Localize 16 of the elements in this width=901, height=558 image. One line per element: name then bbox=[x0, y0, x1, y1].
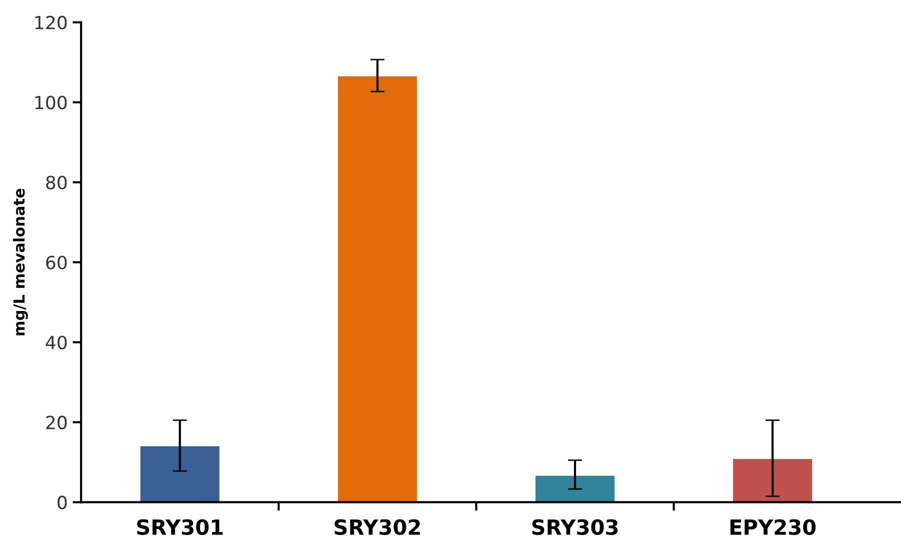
y-tick-label: 0 bbox=[58, 496, 67, 510]
y-tick-label: 120 bbox=[35, 16, 67, 30]
bar bbox=[140, 446, 220, 502]
y-tick-label: 20 bbox=[46, 416, 67, 430]
bar bbox=[536, 476, 615, 502]
y-tick-label: 60 bbox=[46, 256, 67, 270]
y-tick-label: 80 bbox=[46, 176, 67, 190]
y-tick-label: 100 bbox=[35, 96, 67, 110]
bar bbox=[338, 76, 417, 502]
y-axis-title: mg/L mevalonate bbox=[12, 188, 28, 336]
y-tick-label: 40 bbox=[46, 336, 67, 350]
bar bbox=[733, 459, 812, 502]
x-tick-label: EPY230 bbox=[730, 519, 816, 535]
x-tick-label: SRY302 bbox=[334, 519, 420, 535]
x-tick-label: SRY303 bbox=[532, 519, 618, 535]
x-tick-label: SRY301 bbox=[137, 519, 223, 535]
